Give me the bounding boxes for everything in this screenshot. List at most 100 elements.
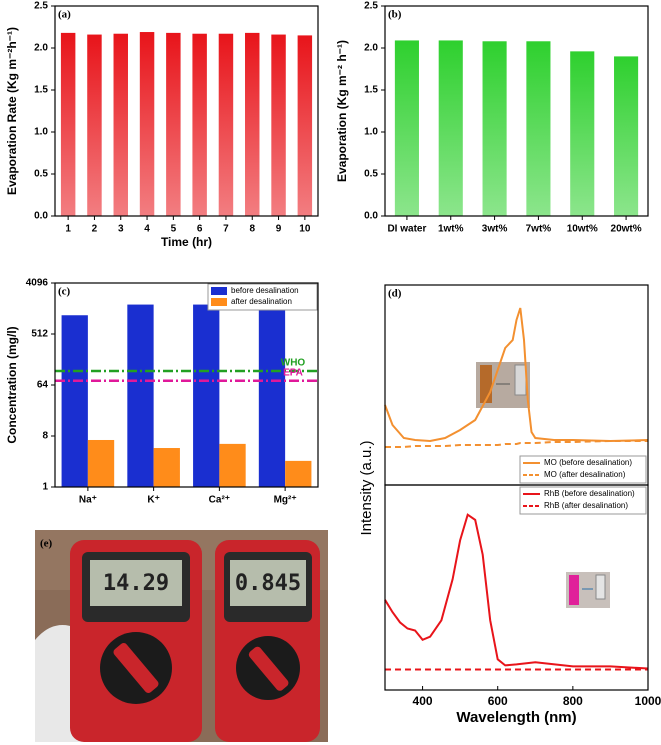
plot-frame: [54, 282, 319, 488]
x-tick-label: 7: [223, 224, 229, 235]
bar: [60, 32, 76, 216]
legend-label: RhB (before desalination): [544, 489, 635, 498]
panel-label: (c): [58, 286, 71, 298]
x-tick-label: DI water: [387, 224, 426, 235]
cuvette: [480, 365, 492, 403]
x-tick-label: 10wt%: [567, 224, 598, 235]
y-tick-label: 1: [42, 482, 48, 493]
x-tick-label: 1wt%: [438, 224, 464, 235]
legend-swatch: [211, 298, 227, 306]
legend-label: RhB (after desalination): [544, 501, 628, 510]
display: [90, 560, 182, 606]
panel-label: (b): [388, 9, 402, 21]
bar: [113, 33, 128, 216]
y-tick-label: 2.0: [364, 43, 378, 54]
x-tick-label: 1: [65, 224, 71, 235]
bar: [139, 32, 155, 216]
bar: [219, 443, 246, 487]
reference-label: EPA: [283, 367, 303, 378]
x-tick-label: 8: [249, 224, 255, 235]
photo: 14.29 0.845 (e): [35, 530, 328, 742]
y-tick-label: 8: [42, 431, 48, 442]
y-tick-label: 4096: [26, 278, 49, 289]
x-tick-label: Mg²⁺: [274, 495, 297, 506]
reference-label: WHO: [281, 358, 306, 369]
legend-swatch: [211, 287, 227, 295]
bar: [394, 40, 419, 216]
panel-label: (a): [58, 9, 71, 21]
bar: [61, 315, 88, 487]
x-axis-label: Time (hr): [161, 235, 212, 249]
y-axis-label: Evaporation (Kg m⁻² h⁻¹): [335, 40, 349, 182]
bar: [87, 34, 102, 217]
y-tick-label: 1.5: [364, 85, 378, 96]
bar: [153, 448, 180, 487]
x-tick-label: Ca²⁺: [209, 495, 230, 506]
y-tick-label: 1.5: [34, 85, 48, 96]
x-tick-label: 10: [299, 224, 311, 235]
data-line: [384, 513, 649, 670]
bar: [166, 32, 181, 216]
legend-box: [519, 455, 647, 484]
data-line: [384, 307, 649, 443]
x-tick-label: Na⁺: [79, 495, 97, 506]
bar: [218, 33, 234, 216]
bar: [87, 439, 115, 487]
legend-label: MO (before desalination): [544, 458, 632, 467]
panel-label: (d): [388, 288, 402, 300]
x-tick-label: 3: [118, 224, 124, 235]
plot-frame: [54, 5, 319, 217]
bar: [526, 41, 551, 216]
dial-knob: [113, 643, 159, 693]
x-tick-label: 5: [171, 224, 177, 235]
bar: [127, 304, 154, 487]
bar: [614, 56, 639, 217]
y-axis-label: Intensity (a.u.): [358, 440, 375, 535]
legend-label: before desalination: [231, 286, 299, 295]
dial-knob: [248, 646, 289, 691]
y-tick-label: 2.0: [34, 43, 48, 54]
y-tick-label: 2.5: [34, 1, 48, 12]
bar: [258, 303, 286, 487]
bar: [245, 32, 260, 216]
y-tick-label: 0.0: [34, 211, 48, 222]
y-axis-label: Concentration (mg/l): [5, 326, 19, 443]
y-tick-label: 0.5: [364, 169, 378, 180]
x-tick-label: 3wt%: [482, 224, 508, 235]
legend-label: MO (after desalination): [544, 470, 626, 479]
bar: [570, 51, 595, 216]
x-tick-label: 1000: [635, 694, 661, 708]
x-tick-label: 600: [488, 694, 508, 708]
x-axis-label: Wavelength (nm): [456, 709, 576, 726]
x-tick-label: 20wt%: [611, 224, 642, 235]
x-tick-label: 9: [276, 224, 282, 235]
reading: 0.845: [235, 571, 301, 596]
panel-label: (e): [40, 538, 53, 550]
x-tick-label: 4: [144, 224, 150, 235]
x-tick-label: K⁺: [147, 495, 160, 506]
y-tick-label: 0.5: [34, 169, 48, 180]
bar: [271, 34, 286, 217]
x-tick-label: 400: [413, 694, 433, 708]
plot-frame: [384, 484, 649, 691]
y-axis-label: Evaporation Rate (Kg m⁻²h⁻¹): [5, 27, 19, 195]
bar: [297, 35, 313, 217]
legend-label: after desalination: [231, 297, 292, 306]
reading: 14.29: [103, 571, 169, 596]
bar: [193, 304, 220, 487]
x-tick-label: 6: [197, 224, 203, 235]
bar: [438, 40, 463, 216]
cuvette: [595, 574, 606, 600]
bar: [192, 33, 207, 216]
cuvette: [569, 575, 579, 605]
x-tick-label: 7wt%: [526, 224, 552, 235]
y-tick-label: 1.0: [364, 127, 378, 138]
cuvette: [514, 364, 527, 396]
legend-box: [519, 486, 647, 515]
x-tick-label: 800: [563, 694, 583, 708]
display: [230, 560, 306, 606]
bar: [285, 460, 312, 487]
y-tick-label: 512: [31, 329, 48, 340]
y-tick-label: 0.0: [364, 211, 378, 222]
